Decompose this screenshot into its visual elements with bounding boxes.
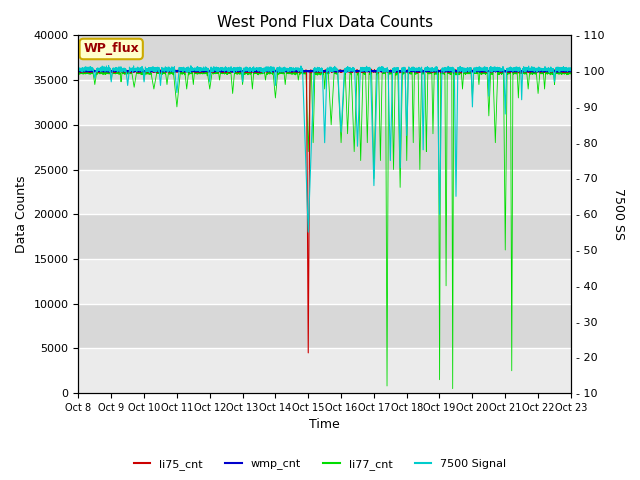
- Text: WP_flux: WP_flux: [83, 43, 139, 56]
- Bar: [79, 214, 571, 259]
- Bar: [79, 304, 571, 348]
- X-axis label: Time: Time: [309, 419, 340, 432]
- Bar: [79, 125, 571, 169]
- Bar: [79, 36, 571, 80]
- Title: West Pond Flux Data Counts: West Pond Flux Data Counts: [216, 15, 433, 30]
- Legend: li75_cnt, wmp_cnt, li77_cnt, 7500 Signal: li75_cnt, wmp_cnt, li77_cnt, 7500 Signal: [129, 455, 511, 474]
- Y-axis label: Data Counts: Data Counts: [15, 176, 28, 253]
- Y-axis label: 7500 SS: 7500 SS: [612, 188, 625, 240]
